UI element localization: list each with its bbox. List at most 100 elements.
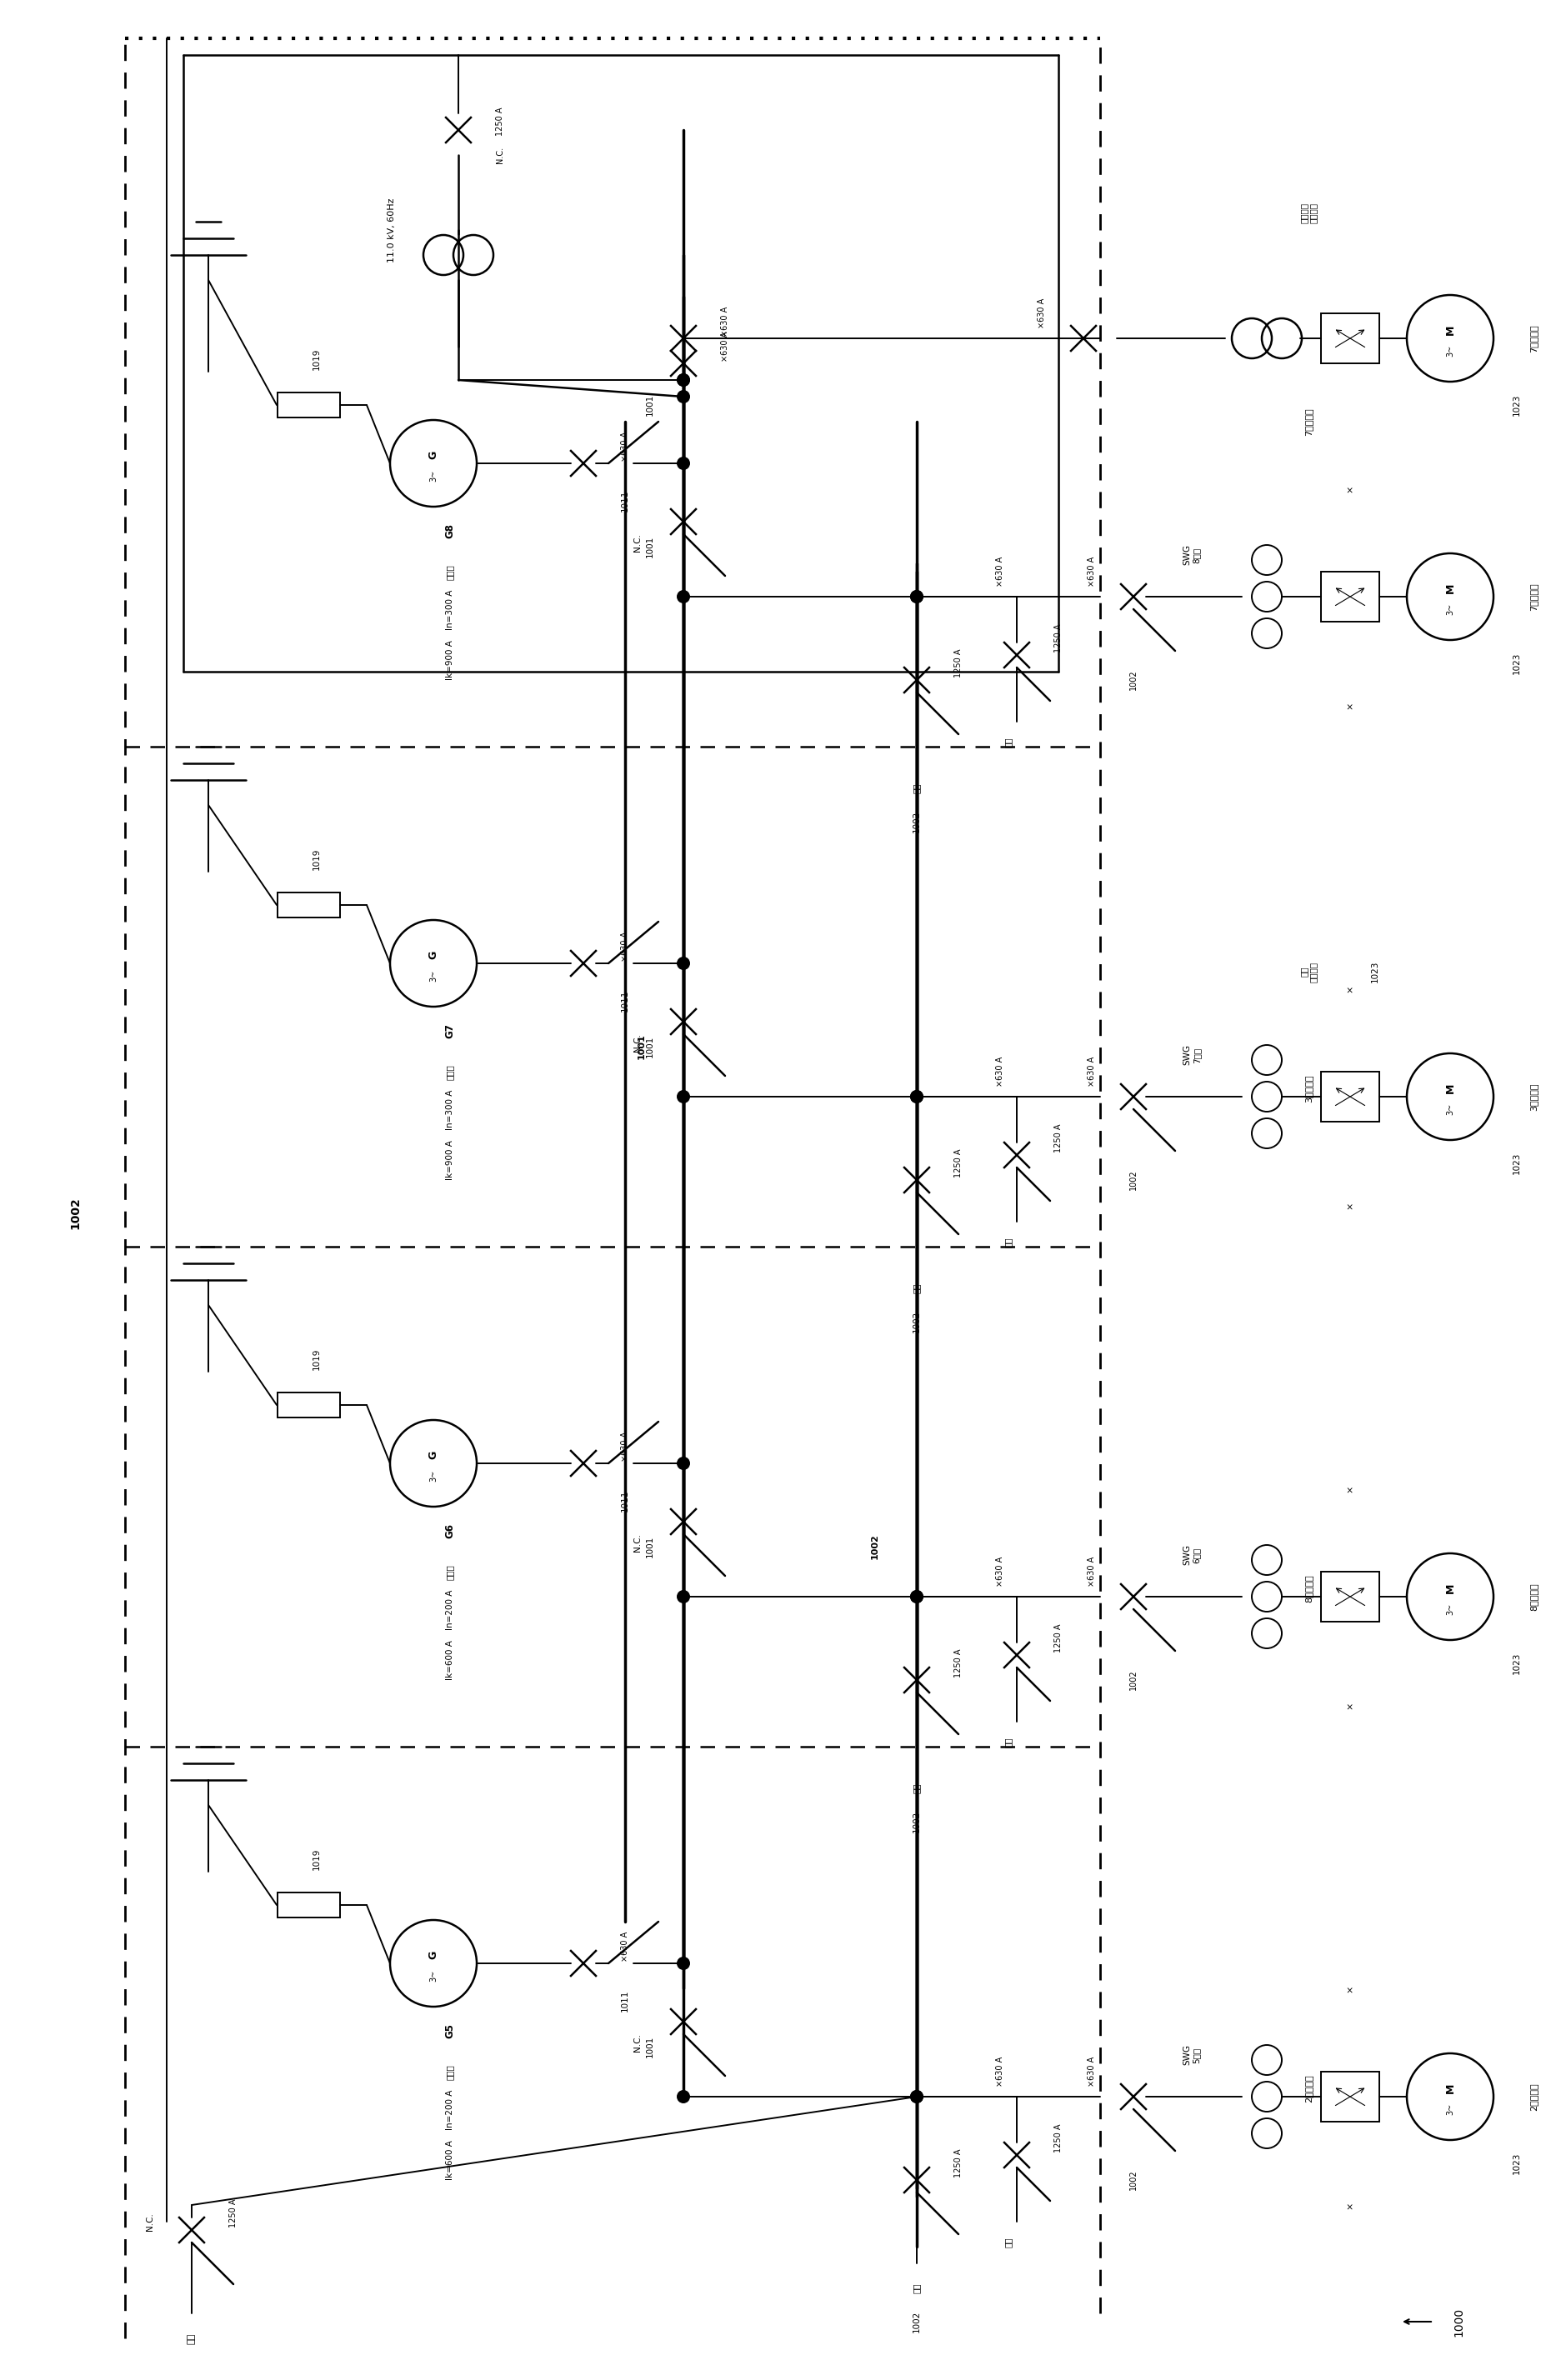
Text: ×630 A: ×630 A [621,1430,629,1461]
Circle shape [677,374,689,386]
Text: ×: × [1346,1202,1354,1209]
Text: ×: × [1346,702,1354,709]
Text: 1250 A: 1250 A [1055,2123,1063,2152]
Text: 3~: 3~ [1446,345,1455,357]
Text: Ik=600 A: Ik=600 A [447,2140,454,2180]
Text: 3~: 3~ [1446,602,1455,614]
Text: 1002: 1002 [913,812,921,833]
Text: 3~: 3~ [429,469,437,481]
Circle shape [677,1956,689,1971]
Text: 电缆: 电缆 [913,1283,921,1295]
Text: G: G [428,1952,439,1959]
Text: ×: × [1346,1485,1354,1492]
Text: 1002: 1002 [1130,669,1137,690]
Text: G8: G8 [445,524,456,538]
Text: 1011: 1011 [621,990,629,1012]
Text: ×630 A: ×630 A [1088,557,1095,588]
Text: 1250 A: 1250 A [954,2149,963,2178]
Circle shape [677,1090,689,1104]
Text: 7号侧推器: 7号侧推器 [1530,324,1537,352]
Text: 1023: 1023 [1371,962,1379,983]
Bar [1321,571,1379,621]
Text: 发电机: 发电机 [447,564,454,581]
Text: 7号侧推器: 7号侧推器 [1304,407,1313,436]
Text: 电缆: 电缆 [913,1783,921,1795]
Text: 1250 A: 1250 A [954,1649,963,1678]
Text: 1002: 1002 [871,1533,879,1559]
Text: 1001: 1001 [646,1035,654,1057]
Text: 1002: 1002 [913,1811,921,1833]
Circle shape [910,2090,923,2104]
Circle shape [677,1457,689,1471]
Text: ×630 A: ×630 A [621,931,629,962]
Text: 7号侧推器: 7号侧推器 [1530,583,1537,612]
Text: 电缆: 电缆 [1004,1238,1013,1247]
Text: 1019: 1019 [313,1849,321,1871]
Text: In=300 A: In=300 A [447,1090,454,1130]
Text: ×: × [1346,1985,1354,1992]
Circle shape [910,1090,923,1104]
Circle shape [677,2090,689,2104]
Text: 1000: 1000 [1453,2306,1464,2337]
Text: 电缆: 电缆 [1004,2237,1013,2247]
Circle shape [677,374,689,386]
Text: 3~: 3~ [1446,2104,1455,2116]
Text: G: G [428,450,439,459]
Text: G7: G7 [445,1023,456,1038]
Text: ×: × [1346,2202,1354,2209]
Text: 8号侧推器: 8号侧推器 [1530,1583,1537,1611]
Text: 1250 A: 1250 A [1055,1123,1063,1152]
Text: 1019: 1019 [313,1347,321,1371]
Circle shape [677,957,689,971]
Text: M: M [1444,583,1455,593]
Circle shape [910,590,923,605]
Text: ×630 A: ×630 A [1088,2056,1095,2087]
Text: 1001: 1001 [638,1033,646,1059]
Bar [1321,1071,1379,1121]
Text: N.C.: N.C. [633,1033,641,1052]
Text: ×630 A: ×630 A [720,307,730,338]
Text: 电缆: 电缆 [913,2282,921,2294]
Text: SWG
7号舱: SWG 7号舱 [1183,1045,1201,1066]
Text: 1011: 1011 [621,1490,629,1511]
Bar [277,1892,339,1918]
Circle shape [677,1590,689,1604]
Text: N.C.: N.C. [146,2213,154,2230]
Text: ×630 A: ×630 A [996,1557,1004,1587]
Text: 3~: 3~ [429,1971,437,1983]
Text: N.C.: N.C. [633,2033,641,2052]
Text: N.C.: N.C. [496,148,504,164]
Text: ×630 A: ×630 A [621,431,629,462]
Text: 1250 A: 1250 A [229,2199,238,2228]
Text: 1001: 1001 [646,395,654,416]
Text: G: G [428,1452,439,1459]
Text: SWG
5号舱: SWG 5号舱 [1183,2044,1201,2066]
Circle shape [391,921,476,1007]
Text: 2号侧推器: 2号侧推器 [1304,2075,1313,2102]
Text: 1001: 1001 [646,536,654,557]
Text: 发电机: 发电机 [447,2063,454,2080]
Text: 1002: 1002 [1130,1671,1137,1690]
Text: 1023: 1023 [1512,652,1522,674]
Text: In=200 A: In=200 A [447,1590,454,1630]
Text: 钻井
消耗装置: 钻井 消耗装置 [1299,962,1318,983]
Text: 1250 A: 1250 A [954,1150,963,1178]
Text: 1002: 1002 [1130,1169,1137,1190]
Text: 3~: 3~ [429,1471,437,1483]
Text: G5: G5 [445,2023,456,2037]
Text: 1001: 1001 [646,2035,654,2059]
Circle shape [910,1590,923,1604]
Text: 电缆: 电缆 [1004,738,1013,747]
Text: 1250 A: 1250 A [496,107,504,136]
Text: 发电机: 发电机 [447,1064,454,1081]
Circle shape [1407,1054,1494,1140]
Text: ×630 A: ×630 A [621,1933,629,1961]
Text: 1002: 1002 [913,1311,921,1333]
Text: Ik=900 A: Ik=900 A [447,640,454,681]
Text: 1250 A: 1250 A [1055,1623,1063,1652]
Text: 电缆: 电缆 [913,783,921,793]
Text: Ik=600 A: Ik=600 A [447,1640,454,1680]
Text: 1250 A: 1250 A [1055,624,1063,652]
Text: ×630 A: ×630 A [720,331,730,362]
Text: M: M [1444,324,1455,336]
